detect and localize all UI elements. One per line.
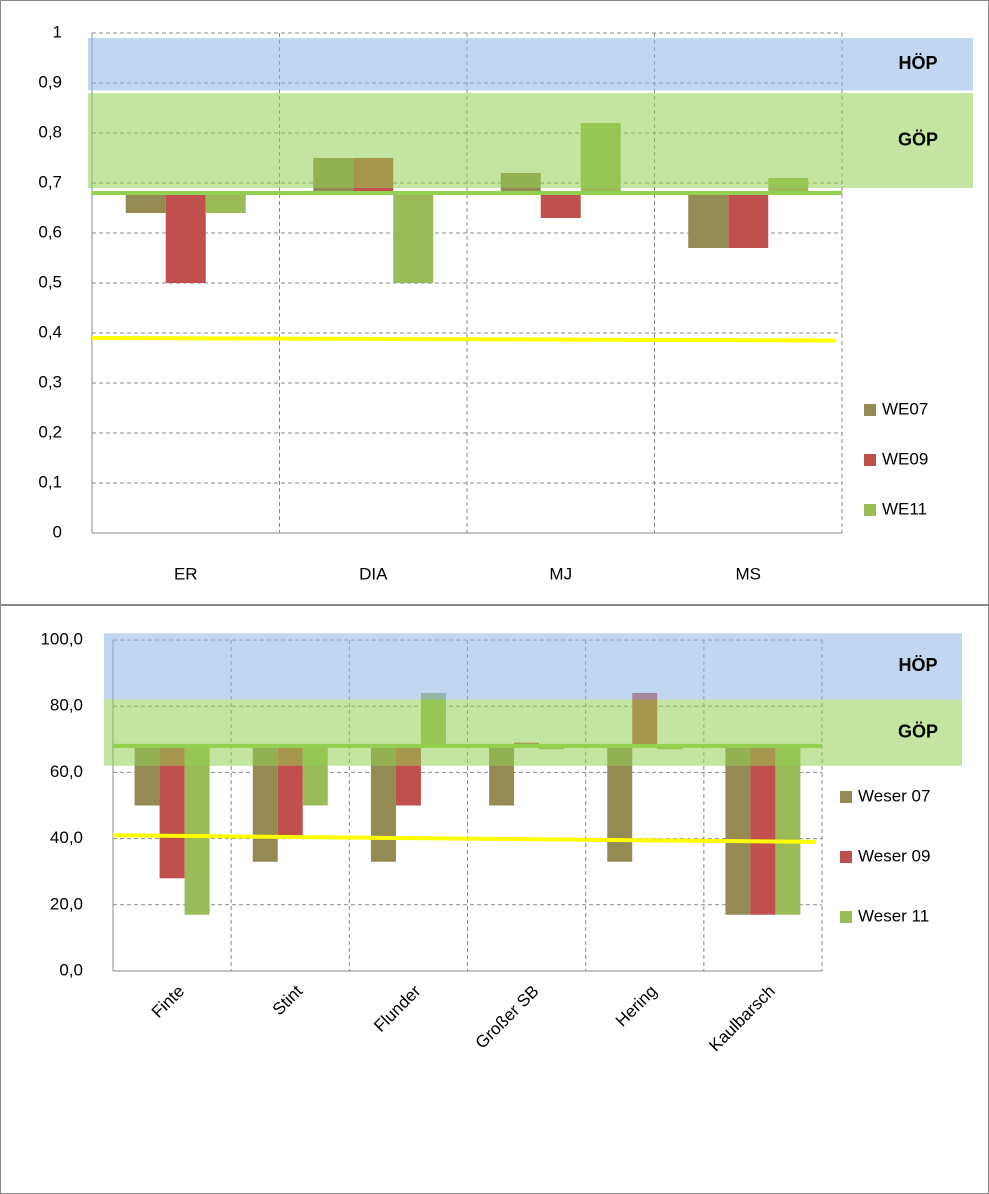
- y-tick-label: 0,9: [38, 72, 62, 91]
- legend-label: WE09: [882, 449, 928, 468]
- x-tick-label: ER: [174, 564, 198, 583]
- y-tick-label: 0,5: [38, 272, 62, 291]
- x-tick-label: MJ: [549, 564, 572, 583]
- reference-band: [88, 93, 973, 188]
- x-tick-label: DIA: [359, 564, 388, 583]
- legend-label: Weser 07: [858, 786, 930, 805]
- reference-band: [104, 633, 962, 700]
- reference-band: [104, 699, 962, 766]
- y-tick-label: 20,0: [50, 894, 83, 913]
- x-tick-label: Stint: [269, 981, 307, 1019]
- y-tick-label: 40,0: [50, 828, 83, 847]
- x-tick-label: Hering: [612, 982, 661, 1031]
- legend-swatch: [864, 404, 876, 416]
- bar: [184, 745, 210, 915]
- panel-frame: [0, 0, 989, 605]
- y-tick-label: 100,0: [40, 629, 83, 648]
- y-tick-label: 80,0: [50, 696, 83, 715]
- threshold-line: [91, 336, 837, 343]
- threshold-line: [112, 833, 817, 844]
- bar: [728, 193, 769, 248]
- x-tick-label: Großer SB: [472, 982, 543, 1053]
- x-tick-label: MS: [736, 564, 762, 583]
- y-tick-label: 0,1: [38, 472, 62, 491]
- y-tick-label: 0,2: [38, 422, 62, 441]
- y-tick-label: 0,0: [59, 960, 83, 979]
- y-tick-label: 0,4: [38, 322, 62, 341]
- reference-band: [88, 38, 973, 91]
- bar: [205, 193, 246, 213]
- y-tick-label: 60,0: [50, 762, 83, 781]
- legend-swatch: [864, 454, 876, 466]
- y-tick-label: 0,3: [38, 372, 62, 391]
- legend-swatch: [840, 791, 852, 803]
- legend-label: WE11: [882, 499, 927, 518]
- band-label: HÖP: [898, 53, 937, 73]
- y-tick-label: 1: [53, 22, 62, 41]
- legend-label: Weser 09: [858, 846, 930, 865]
- y-tick-label: 0,7: [38, 172, 62, 191]
- bar: [125, 193, 166, 213]
- legend-swatch: [840, 851, 852, 863]
- bar: [159, 745, 185, 879]
- bar: [775, 745, 801, 915]
- bar: [165, 193, 206, 283]
- bar: [750, 745, 776, 915]
- x-tick-label: Finte: [148, 982, 188, 1022]
- bar: [688, 193, 729, 248]
- x-tick-label: Flunder: [370, 981, 424, 1035]
- bar: [540, 193, 581, 218]
- y-tick-label: 0: [53, 522, 62, 541]
- x-tick-label: Kaulbarsch: [705, 982, 779, 1056]
- legend-label: Weser 11: [858, 906, 929, 925]
- band-label: GÖP: [898, 129, 938, 149]
- band-label: GÖP: [898, 721, 938, 741]
- band-label: HÖP: [898, 655, 937, 675]
- bar: [393, 193, 434, 283]
- y-tick-label: 0,8: [38, 122, 62, 141]
- legend-label: WE07: [882, 399, 928, 418]
- bar: [725, 745, 751, 915]
- y-tick-label: 0,6: [38, 222, 62, 241]
- legend-swatch: [864, 504, 876, 516]
- legend-swatch: [840, 911, 852, 923]
